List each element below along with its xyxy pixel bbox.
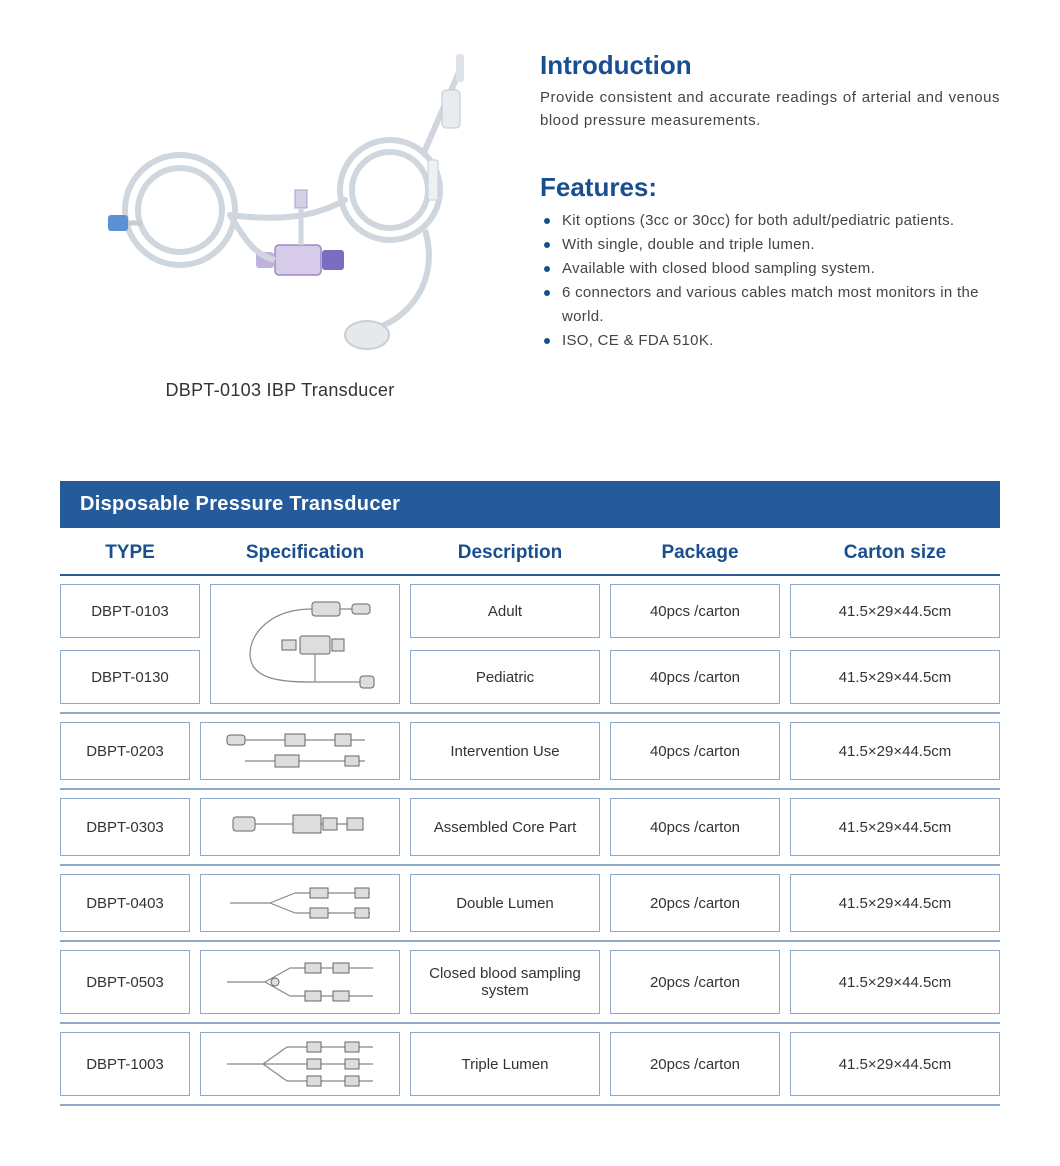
table-row: DBPT-0503 Closed blood sampling system 2… xyxy=(60,942,1000,1024)
feature-item: ISO, CE & FDA 510K. xyxy=(544,329,1000,353)
col-header-desc: Description xyxy=(410,542,610,564)
intro-text: Provide consistent and accurate readings… xyxy=(540,87,1000,132)
cell-type: DBPT-0303 xyxy=(60,798,190,856)
cell-pkg: 20pcs /carton xyxy=(610,950,780,1014)
table-section: Disposable Pressure Transducer TYPE Spec… xyxy=(60,481,1000,1106)
cell-desc: Intervention Use xyxy=(410,722,600,780)
cell-type: DBPT-0203 xyxy=(60,722,190,780)
table-body: DBPT-0103 DBPT-0130 xyxy=(60,576,1000,1106)
cell-type: DBPT-0103 xyxy=(60,584,200,638)
features-heading: Features: xyxy=(540,172,1000,203)
cell-spec xyxy=(200,722,400,780)
intro-heading: Introduction xyxy=(540,50,1000,81)
cell-desc: Triple Lumen xyxy=(410,1032,600,1096)
feature-item: Available with closed blood sampling sys… xyxy=(544,257,1000,281)
cell-type: DBPT-0503 xyxy=(60,950,190,1014)
table-column-headers: TYPE Specification Description Package C… xyxy=(60,528,1000,576)
features-block: Features: Kit options (3cc or 30cc) for … xyxy=(540,172,1000,353)
feature-item: Kit options (3cc or 30cc) for both adult… xyxy=(544,209,1000,233)
table-row: DBPT-0303 Assembled Core Part 40pcs /car… xyxy=(60,790,1000,866)
table-title-bar: Disposable Pressure Transducer xyxy=(60,481,1000,528)
feature-item: 6 connectors and various cables match mo… xyxy=(544,281,1000,329)
top-section: DBPT-0103 IBP Transducer Introduction Pr… xyxy=(60,40,1000,401)
table-row-group: DBPT-0103 DBPT-0130 xyxy=(60,576,1000,714)
cell-pkg: 20pcs /carton xyxy=(610,1032,780,1096)
cell-size: 41.5×29×44.5cm xyxy=(790,950,1000,1014)
cell-desc: Double Lumen xyxy=(410,874,600,932)
cell-size: 41.5×29×44.5cm xyxy=(790,1032,1000,1096)
cell-pkg: 40pcs /carton xyxy=(610,798,780,856)
cell-spec xyxy=(200,874,400,932)
text-block: Introduction Provide consistent and accu… xyxy=(540,40,1000,401)
cell-pkg: 40pcs /carton xyxy=(610,722,780,780)
cell-spec xyxy=(200,798,400,856)
cell-size: 41.5×29×44.5cm xyxy=(790,722,1000,780)
table-row: DBPT-0403 Double Lumen 20pcs /carton 41.… xyxy=(60,866,1000,942)
cell-size: 41.5×29×44.5cm xyxy=(790,584,1000,638)
cell-desc: Pediatric xyxy=(410,650,600,704)
cell-desc: Adult xyxy=(410,584,600,638)
table-row: DBPT-1003 Triple Lumen 20pcs /carton 41.… xyxy=(60,1024,1000,1106)
cell-size: 41.5×29×44.5cm xyxy=(790,650,1000,704)
cell-type: DBPT-0403 xyxy=(60,874,190,932)
cell-spec xyxy=(200,1032,400,1096)
feature-item: With single, double and triple lumen. xyxy=(544,233,1000,257)
product-image-block: DBPT-0103 IBP Transducer xyxy=(60,40,500,401)
col-header-type: TYPE xyxy=(60,542,200,564)
product-caption: DBPT-0103 IBP Transducer xyxy=(60,380,500,401)
cell-pkg: 20pcs /carton xyxy=(610,874,780,932)
cell-pkg: 40pcs /carton xyxy=(610,650,780,704)
product-image xyxy=(70,40,490,360)
cell-spec xyxy=(200,950,400,1014)
cell-desc: Assembled Core Part xyxy=(410,798,600,856)
table-row: DBPT-0203 Intervention Use 40pcs /carton… xyxy=(60,714,1000,790)
cell-type: DBPT-0130 xyxy=(60,650,200,704)
col-header-spec: Specification xyxy=(200,542,410,564)
cell-spec xyxy=(210,584,400,704)
cell-pkg: 40pcs /carton xyxy=(610,584,780,638)
features-list: Kit options (3cc or 30cc) for both adult… xyxy=(540,209,1000,353)
cell-size: 41.5×29×44.5cm xyxy=(790,798,1000,856)
col-header-pkg: Package xyxy=(610,542,790,564)
cell-desc: Closed blood sampling system xyxy=(410,950,600,1014)
cell-size: 41.5×29×44.5cm xyxy=(790,874,1000,932)
col-header-size: Carton size xyxy=(790,542,1000,564)
cell-type: DBPT-1003 xyxy=(60,1032,190,1096)
